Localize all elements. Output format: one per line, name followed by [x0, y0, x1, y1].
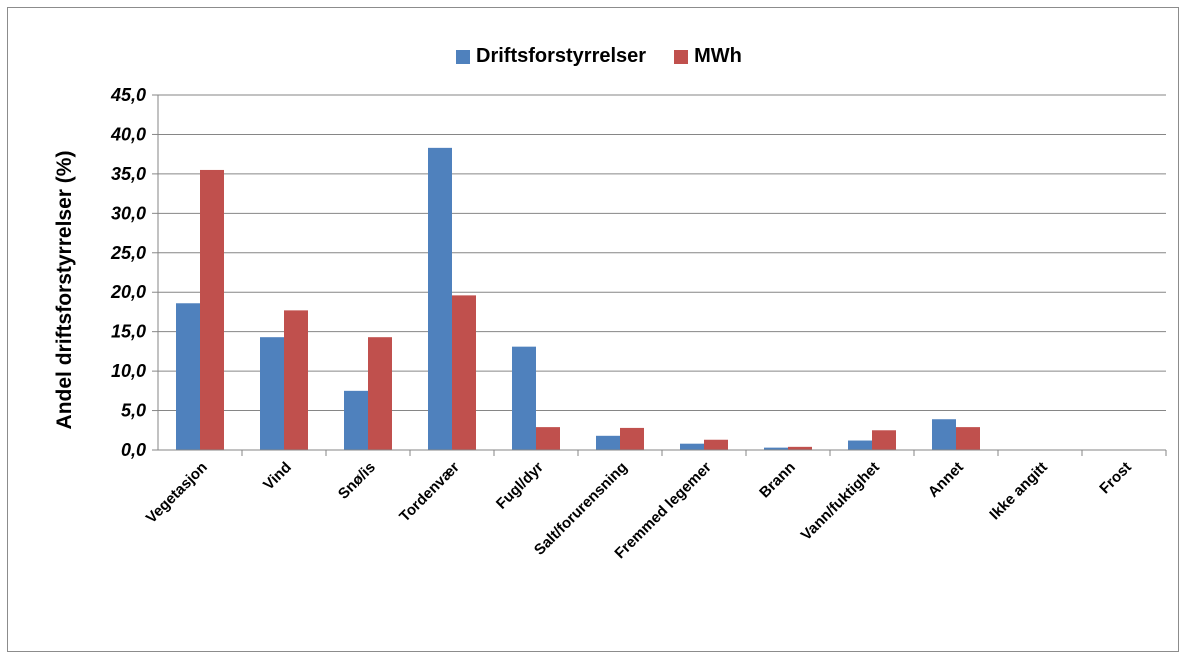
bar-driftsforstyrrelser	[764, 447, 788, 450]
x-tick-label: Fugl/dyr	[493, 459, 547, 513]
axis-layer: 0,0 5,0 10,0 15,0 20,0 25,0 30,0 35,0 40,0 45,0 Ve…	[110, 85, 1167, 562]
bar-mwh	[620, 427, 644, 450]
y-tick-label: 35,0	[111, 164, 146, 184]
bar-driftsforstyrrelser	[596, 435, 620, 450]
legend-swatch-mwh	[674, 49, 689, 64]
legend-item-mwh: MWh	[674, 45, 742, 68]
x-tick-label: Annet	[925, 459, 967, 501]
bar-mwh	[368, 337, 392, 450]
grid-layer	[158, 94, 1166, 412]
x-tick-label: Vann/fuktighet	[798, 459, 883, 544]
bar-driftsforstyrrelser	[344, 390, 368, 450]
y-tick-label: 30,0	[111, 203, 146, 223]
legend-item-driftsforstyrrelser: Driftsforstyrrelser	[456, 45, 646, 68]
bar-driftsforstyrrelser	[932, 419, 956, 450]
bar-mwh	[284, 310, 308, 450]
x-tick-label: Vind	[260, 459, 295, 494]
legend-swatch-driftsforstyrrelser	[456, 49, 470, 64]
x-tick-label: Frost	[1096, 459, 1135, 498]
bar-mwh	[536, 427, 560, 450]
bar-driftsforstyrrelser	[848, 440, 872, 450]
legend-label-driftsforstyrrelser: Driftsforstyrrelser	[476, 45, 647, 67]
y-tick-label: 25,0	[110, 243, 146, 263]
y-tick-label: 15,0	[111, 322, 146, 342]
bar-driftsforstyrrelser	[428, 147, 452, 450]
bar-mwh	[788, 446, 812, 450]
y-tick-label: 0,0	[121, 440, 146, 460]
x-tick-label: Brann	[756, 459, 799, 502]
bar-mwh	[872, 430, 896, 450]
y-tick-label: 10,0	[111, 361, 146, 381]
y-tick-label: 45,0	[110, 85, 146, 105]
x-tick-label: Salt/forurensning	[531, 459, 631, 559]
bar-mwh	[704, 439, 728, 450]
bar-mwh	[200, 169, 224, 450]
legend: Driftsforstyrrelser MWh	[456, 45, 770, 68]
x-tick-label: Snø/is	[335, 459, 379, 503]
y-axis-title: Andel driftsforstyrrelser (%)	[53, 151, 76, 430]
legend-label-mwh: MWh	[694, 45, 742, 67]
bar-driftsforstyrrelser	[512, 346, 536, 450]
bar-mwh	[956, 427, 980, 450]
y-tick-label: 5,0	[121, 401, 146, 421]
bar-driftsforstyrrelser	[680, 443, 704, 450]
bar-driftsforstyrrelser	[260, 337, 284, 450]
x-tick-label: Tordenvær	[396, 459, 463, 526]
bar-mwh	[452, 295, 476, 450]
y-tick-label: 20,0	[110, 282, 146, 302]
y-tick-label: 40,0	[110, 124, 146, 144]
bar-driftsforstyrrelser	[176, 303, 200, 450]
bar-layer	[176, 147, 980, 450]
x-tick-label: Vegetasjon	[143, 459, 211, 527]
x-tick-label: Ikke angitt	[986, 459, 1050, 523]
